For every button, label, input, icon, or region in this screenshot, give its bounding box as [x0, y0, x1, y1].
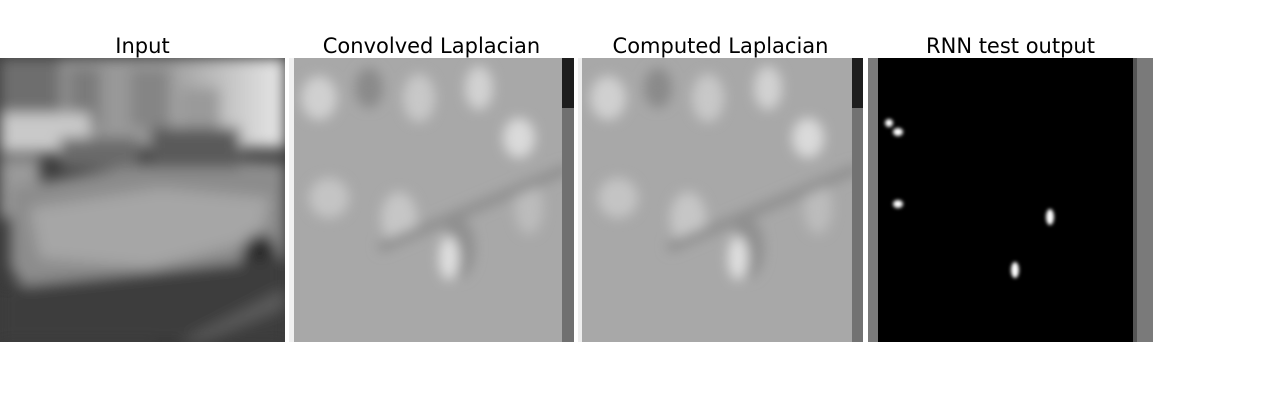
panel-title-computed: Computed Laplacian	[612, 34, 829, 58]
panel-title-input: Input	[115, 34, 170, 58]
rnn-output-image	[868, 58, 1153, 342]
computed-laplacian-image	[578, 58, 863, 342]
input-image	[0, 58, 285, 342]
panel-title-convolved: Convolved Laplacian	[322, 34, 541, 58]
panel-title-rnn: RNN test output	[926, 34, 1095, 58]
convolved-laplacian-image	[289, 58, 574, 342]
